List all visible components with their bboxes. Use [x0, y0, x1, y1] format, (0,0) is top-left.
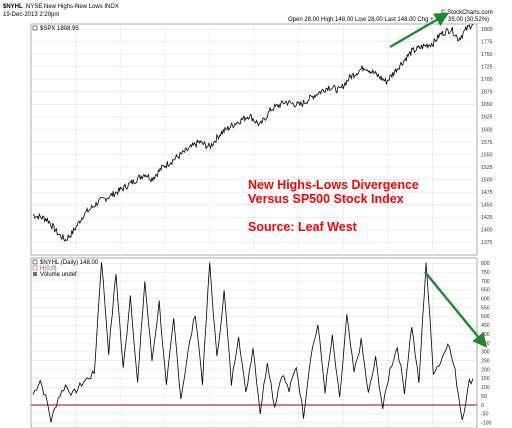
nyhl-oscillator-line: [32, 262, 474, 423]
y-tick-label: -100: [481, 420, 491, 426]
y-tick-label: 1475: [481, 190, 493, 196]
oscillator-gridlines: [31, 258, 477, 428]
quote-change: 35.00 (30.52%): [448, 17, 489, 23]
price-legend-label: $SPX 1808.95: [40, 26, 79, 32]
ticker-symbol: $NYHL: [3, 4, 23, 10]
y-tick-label: 600: [481, 297, 490, 303]
y-tick-label: 1450: [481, 203, 493, 209]
y-tick-label: 650: [481, 288, 490, 294]
y-tick-label: 1400: [481, 228, 493, 234]
price-legend: $SPX 1808.95: [32, 25, 79, 32]
y-tick-label: 700: [481, 279, 490, 285]
y-tick-label: 400: [481, 332, 490, 338]
y-tick-label: 1550: [481, 152, 493, 158]
y-tick-label: 550: [481, 305, 490, 311]
y-tick-label: 1800: [481, 27, 493, 33]
chart-date: 19-Dec-2013 2:20pm: [3, 12, 59, 18]
index-name: NYSE New Highs-New Lows INDX: [26, 4, 119, 10]
y-tick-label: 800: [481, 261, 490, 267]
y-tick-label: 100: [481, 385, 490, 391]
annotation-line-2: Versus SP500 Stock Index: [248, 192, 404, 206]
stockcharts-watermark: © StockCharts.com: [441, 9, 493, 16]
y-tick-label: 300: [481, 350, 490, 356]
downtrend-arrow: [424, 271, 488, 348]
price-axis-ticks: 1375 1400 1425 1450 1475 1500 1525 1550 1575 1600…: [481, 27, 493, 246]
y-tick-label: 750: [481, 270, 490, 276]
uptrend-arrow: [389, 12, 450, 49]
y-tick-label: 1650: [481, 102, 493, 108]
y-tick-label: 1525: [481, 165, 493, 171]
price-gridlines: [31, 24, 477, 255]
y-tick-label: 0: [481, 403, 484, 409]
y-tick-label: 1700: [481, 77, 493, 83]
oscillator-legend: $NYHL (Daily) 148.00 H(0,0) Volume undef: [32, 259, 99, 278]
y-tick-label: 1425: [481, 215, 493, 221]
annotation-source: Source: Leaf West: [248, 220, 358, 234]
y-tick-label: 200: [481, 367, 490, 373]
y-tick-label: 1725: [481, 64, 493, 70]
y-tick-label: 1375: [481, 240, 493, 246]
quote-line: Open 28.00 High 148.00 Low 28.00 Last 14…: [288, 17, 434, 23]
y-tick-label: 1775: [481, 39, 493, 45]
zero-legend-label: H(0,0): [40, 266, 57, 272]
spx-price-line: [32, 23, 474, 243]
price-panel: 1375 1400 1425 1450 1475 1500 1525 1550 1575 1600…: [30, 12, 493, 256]
oscillator-legend-label: $NYHL (Daily) 148.00: [40, 260, 99, 266]
chart-header: $NYHL NYSE New Highs-New Lows INDX 19-De…: [3, 4, 493, 23]
y-tick-label: 1675: [481, 90, 493, 96]
y-tick-label: 250: [481, 359, 490, 365]
y-tick-label: 1625: [481, 115, 493, 121]
y-tick-label: 1600: [481, 127, 493, 133]
y-tick-label: 1500: [481, 177, 493, 183]
annotation-block: New Highs-Lows Divergence Versus SP500 S…: [248, 178, 419, 234]
oscillator-legend-swatch: [32, 259, 38, 265]
volume-legend-label: Volume undef: [40, 272, 77, 278]
y-tick-label: 450: [481, 323, 490, 329]
y-tick-label: 1575: [481, 140, 493, 146]
zero-legend-swatch: [32, 265, 38, 271]
price-legend-swatch: [32, 25, 38, 31]
y-tick-label: 50: [481, 394, 487, 400]
y-tick-label: -50: [481, 412, 489, 418]
oscillator-panel: -100-50050100150200250300350400450500550…: [30, 257, 491, 428]
volume-legend-swatch: [33, 272, 37, 276]
y-tick-label: 150: [481, 376, 490, 382]
y-tick-label: 1750: [481, 52, 493, 58]
y-tick-label: 500: [481, 314, 490, 320]
annotation-line-1: New Highs-Lows Divergence: [248, 178, 419, 192]
